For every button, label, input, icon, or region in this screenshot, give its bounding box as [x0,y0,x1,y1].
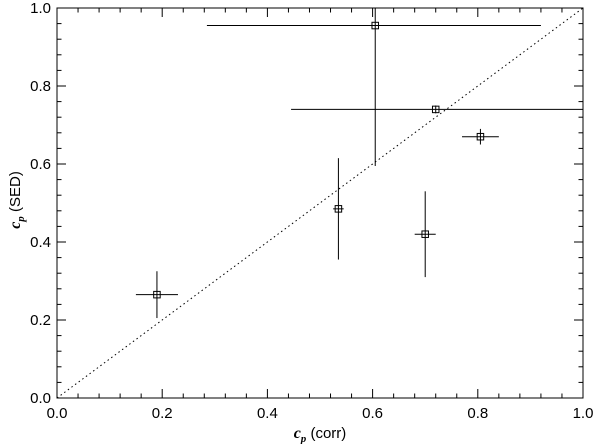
data-point [462,128,499,145]
one-to-one-reference-line [56,7,584,399]
square-marker [153,290,161,299]
square-marker [431,105,440,114]
x-tick-label: 0.4 [257,405,278,422]
data-point [291,105,583,114]
y-tick-label: 1.0 [30,0,51,17]
y-tick-label: 0.8 [30,78,51,95]
x-tick-label: 0.2 [152,405,173,422]
data-point [206,8,541,166]
square-marker [334,205,343,213]
data-point [414,191,436,278]
reference-line-layer [56,7,584,399]
y-tick-label: 0.6 [30,156,51,173]
x-axis-label: cp (corr) [294,425,347,444]
square-marker [476,132,485,141]
y-axis-label: cp (SED) [7,171,27,229]
x-tick-label: 0.8 [467,405,488,422]
data-point [333,158,344,260]
y-tick-label: 0.4 [30,234,51,251]
data-point [135,271,178,319]
x-tick-label: 0.0 [47,405,68,422]
x-tick-label: 0.6 [362,405,383,422]
tick-labels-layer: 0.0 0.2 0.4 0.6 0.8 1.0 0.0 0.2 0.4 0.6 0.8 1.0 [30,0,593,422]
y-tick-label: 0.0 [30,390,51,407]
axes [56,7,584,399]
y-tick-label: 0.2 [30,312,51,329]
square-marker [371,21,379,30]
plot-frame [56,7,584,399]
square-marker [421,230,429,238]
x-tick-label: 1.0 [573,405,594,422]
data-points-layer [135,8,583,319]
